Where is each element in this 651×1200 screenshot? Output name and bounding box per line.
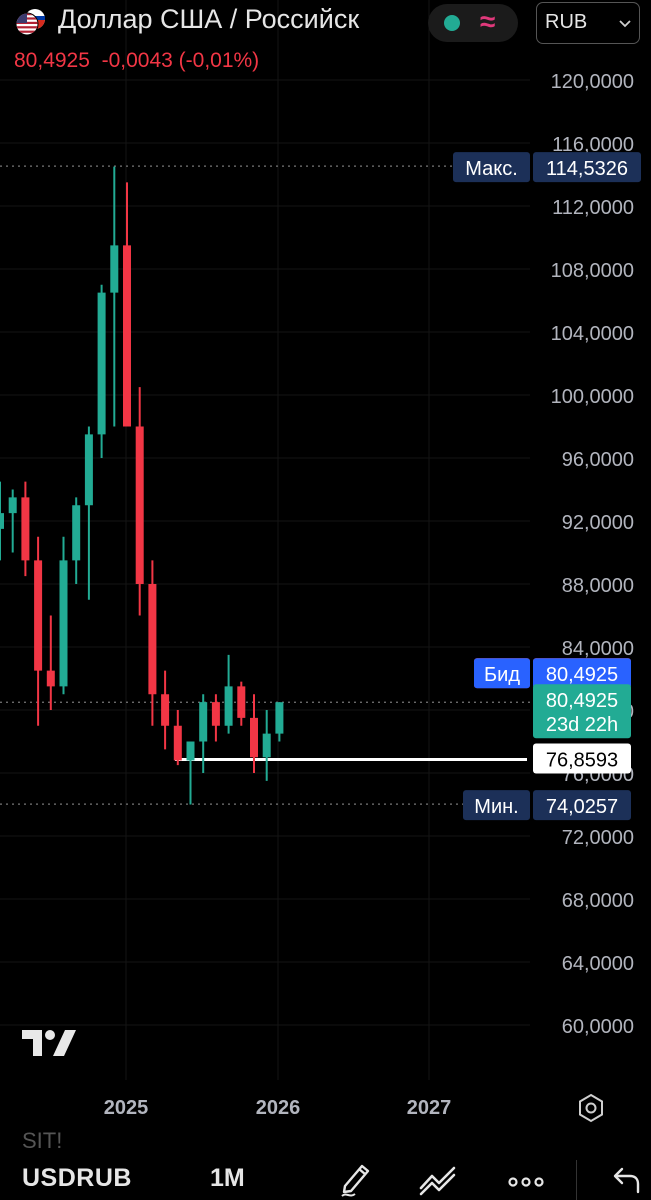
currency-select[interactable]: RUB	[536, 2, 640, 44]
candle-body[interactable]	[46, 670, 55, 687]
candle-body[interactable]	[250, 717, 258, 758]
candle-body[interactable]	[161, 694, 170, 726]
y-tick-label: 112,0000	[552, 197, 634, 219]
bid-value-label: 80,4925	[533, 658, 631, 689]
chart-header: Доллар США / Российск 80,4925 -0,0043 (-…	[0, 0, 651, 80]
y-tick-label: 60,0000	[562, 1016, 634, 1038]
candle-body[interactable]	[110, 245, 119, 293]
price-labels: Макс.114,5326Аск80,5005Бид80,492580,4925…	[453, 152, 641, 821]
market-open-dot-icon	[444, 15, 460, 31]
x-tick-label: 2026	[256, 1097, 301, 1119]
min-tag-label: Мин.	[463, 790, 530, 821]
price-chart[interactable]: 120,0000 116,0000 112,0000 108,0000 104,0000…	[0, 0, 651, 1130]
price-axis[interactable]: 120,0000 116,0000 112,0000 108,0000 104,0000…	[551, 71, 634, 1038]
candle-body[interactable]	[173, 725, 182, 761]
symbol-button[interactable]: USDRUB	[22, 1164, 132, 1192]
hline-value-label-text: 76,8593	[546, 749, 618, 771]
symbol-title[interactable]: Доллар США / Российск	[58, 4, 360, 34]
y-tick-label: 100,0000	[551, 386, 634, 408]
candle-body[interactable]	[224, 686, 233, 726]
more-icon[interactable]	[506, 1158, 546, 1198]
bid-tag-label-text: Бид	[484, 664, 520, 686]
max-value-label-bg	[533, 152, 641, 183]
min-value-label: 74,0257	[533, 790, 631, 821]
interval-button[interactable]: 1M	[210, 1164, 245, 1192]
x-tick-label: 2027	[407, 1097, 452, 1119]
x-tick-label: 2025	[104, 1097, 149, 1119]
indicators-icon[interactable]	[418, 1158, 458, 1198]
bid-tag-label: Бид	[474, 658, 530, 689]
y-tick-label: 120,0000	[551, 71, 634, 93]
y-tick-label: 64,0000	[562, 953, 634, 975]
candle-body[interactable]	[211, 702, 220, 726]
candle-body[interactable]	[0, 513, 4, 529]
max-value-label: 114,5326	[533, 152, 641, 183]
min-value-label-bg	[533, 790, 631, 821]
market-status-pill[interactable]: ≈	[428, 4, 518, 42]
hline-value-label: 76,8593	[533, 743, 631, 774]
y-tick-label: 108,0000	[551, 260, 634, 282]
time-axis[interactable]: 2025 2026 2027	[104, 1097, 452, 1119]
pen-icon[interactable]	[336, 1158, 376, 1198]
max-tag-label-bg	[453, 152, 530, 183]
price-quote: 80,4925 -0,0043 (-0,01%)	[14, 49, 259, 73]
partial-text: SIT!	[22, 1128, 63, 1153]
price-change: -0,0043 (-0,01%)	[101, 49, 260, 72]
chevron-down-icon	[619, 20, 631, 28]
last-price-label-text: 80,4925	[546, 690, 618, 712]
bid-value-label-bg	[533, 658, 631, 689]
candle-body[interactable]	[275, 702, 284, 734]
candle-body[interactable]	[59, 560, 68, 687]
candle-body[interactable]	[34, 560, 43, 671]
max-tag-label-text: Макс.	[465, 158, 518, 180]
min-tag-label-bg	[463, 790, 530, 821]
toolbar-divider	[576, 1160, 577, 1200]
candle-body[interactable]	[123, 245, 131, 427]
y-tick-label: 104,0000	[551, 323, 634, 345]
max-value-label-text: 114,5326	[546, 158, 628, 180]
candle-body[interactable]	[135, 426, 144, 585]
bid-value-label-text: 80,4925	[546, 664, 618, 686]
y-tick-label: 84,0000	[562, 638, 634, 660]
candle-body[interactable]	[21, 497, 30, 561]
candle-body[interactable]	[148, 584, 157, 695]
candle-body[interactable]	[262, 733, 271, 758]
candle-body[interactable]	[186, 741, 195, 761]
candle-body[interactable]	[237, 686, 246, 718]
candle-body[interactable]	[72, 505, 81, 561]
last-price-label-bg	[533, 684, 631, 739]
hline-value-label-bg	[533, 743, 631, 774]
y-tick-label: 96,0000	[562, 449, 634, 471]
min-tag-label-text: Мин.	[474, 796, 518, 818]
chart-reference-lines	[0, 165, 530, 805]
last-price: 80,4925	[14, 49, 90, 72]
candle-body[interactable]	[97, 292, 106, 435]
us-ru-flag-icon	[15, 9, 45, 36]
candle-body[interactable]	[84, 434, 93, 506]
settings-icon[interactable]	[576, 1093, 606, 1123]
candles	[0, 166, 284, 805]
tradingview-logo[interactable]	[20, 1028, 78, 1058]
currency-label: RUB	[545, 11, 588, 33]
y-tick-label: 72,0000	[562, 827, 634, 849]
back-arrow-icon[interactable]	[606, 1158, 646, 1198]
min-value-label-text: 74,0257	[546, 796, 618, 818]
y-tick-label: 116,0000	[552, 134, 634, 156]
y-tick-label: 88,0000	[562, 575, 634, 597]
chart-grid	[0, 0, 530, 1080]
candle-body[interactable]	[8, 497, 17, 514]
candle-body[interactable]	[199, 702, 208, 742]
y-tick-label: 92,0000	[562, 512, 634, 534]
bid-tag-label-bg	[474, 658, 530, 689]
last-price-label-text: 23d 22h	[546, 714, 618, 736]
delayed-data-icon: ≈	[480, 6, 496, 37]
max-tag-label: Макс.	[453, 152, 530, 183]
y-tick-label: 68,0000	[562, 890, 634, 912]
